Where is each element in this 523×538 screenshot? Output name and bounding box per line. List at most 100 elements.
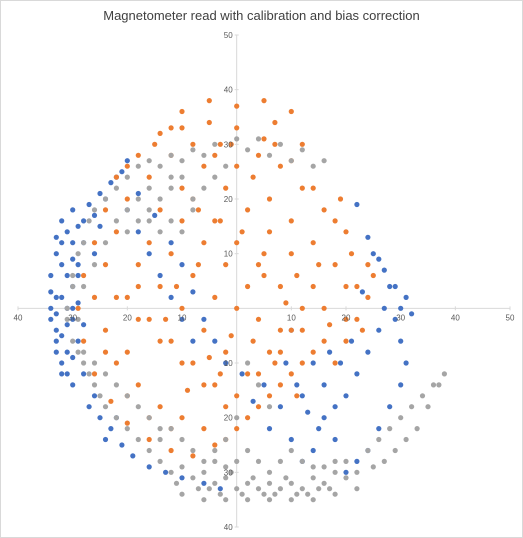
data-point	[124, 207, 130, 213]
data-point	[75, 305, 81, 311]
data-point	[53, 311, 59, 317]
data-point	[381, 305, 387, 311]
data-point	[343, 229, 349, 235]
data-point	[255, 371, 262, 377]
data-point	[152, 141, 158, 147]
x-tick-label: 20	[123, 313, 132, 322]
data-point	[310, 185, 316, 191]
data-point	[201, 458, 207, 464]
data-point	[266, 480, 273, 486]
data-point	[217, 141, 223, 147]
data-point	[261, 272, 267, 279]
data-point	[157, 436, 163, 443]
data-point	[343, 316, 349, 322]
data-point	[53, 251, 59, 257]
data-point	[288, 158, 294, 164]
data-point	[321, 305, 327, 311]
data-point	[168, 218, 174, 224]
data-point	[168, 251, 174, 257]
data-point	[124, 420, 130, 426]
data-point	[250, 338, 256, 344]
data-point	[86, 201, 92, 208]
data-point	[201, 426, 207, 432]
data-point	[135, 152, 141, 158]
data-point	[81, 371, 87, 377]
data-point	[124, 229, 130, 235]
data-point	[81, 322, 87, 328]
data-point	[228, 141, 234, 147]
data-point	[179, 360, 185, 366]
data-point	[266, 229, 273, 235]
data-point	[59, 218, 65, 224]
data-point	[70, 283, 76, 290]
data-point	[190, 147, 196, 153]
data-point	[168, 469, 174, 475]
data-point	[337, 360, 344, 366]
data-point	[245, 480, 251, 486]
data-point	[212, 141, 218, 147]
data-point	[201, 480, 207, 486]
data-point	[277, 349, 283, 355]
data-point	[419, 393, 426, 399]
data-point	[124, 163, 130, 169]
data-point	[146, 464, 152, 470]
data-point	[124, 294, 130, 300]
data-point	[370, 272, 376, 279]
data-point	[359, 289, 365, 295]
data-point	[146, 447, 152, 454]
data-point	[146, 251, 152, 257]
data-point	[91, 207, 98, 213]
data-point	[376, 256, 382, 262]
data-point	[184, 387, 191, 393]
data-point	[124, 196, 130, 202]
data-point	[354, 486, 360, 492]
data-point	[201, 163, 207, 169]
data-point	[102, 436, 109, 443]
data-point	[64, 316, 70, 322]
data-point	[310, 360, 316, 366]
y-tick-label: 20	[224, 195, 233, 204]
data-point	[266, 349, 273, 355]
data-point	[299, 327, 305, 333]
data-point	[266, 393, 273, 399]
data-point	[223, 436, 229, 443]
data-point	[64, 272, 70, 279]
data-point	[234, 136, 240, 142]
data-point	[288, 218, 294, 224]
data-point	[376, 436, 382, 443]
data-point	[124, 158, 130, 164]
data-point	[381, 458, 387, 464]
data-point	[179, 305, 185, 311]
data-point	[321, 464, 327, 470]
data-point	[288, 327, 294, 333]
data-point	[234, 125, 240, 131]
data-point	[64, 305, 70, 311]
data-point	[119, 169, 125, 175]
data-point	[86, 371, 92, 377]
data-point	[48, 272, 54, 279]
data-point	[195, 207, 201, 213]
data-point	[70, 207, 76, 213]
data-point	[168, 152, 174, 158]
data-point	[223, 497, 229, 503]
data-point	[179, 316, 185, 322]
data-point	[179, 475, 185, 481]
data-point	[343, 469, 349, 475]
data-point	[283, 360, 289, 366]
data-point	[157, 458, 163, 464]
data-point	[212, 294, 218, 300]
data-point	[212, 174, 218, 180]
data-point	[201, 382, 207, 388]
data-point	[59, 294, 65, 300]
data-point	[102, 404, 109, 410]
data-point	[381, 267, 387, 273]
data-point	[266, 426, 273, 432]
data-point	[255, 262, 262, 268]
data-point	[173, 283, 180, 290]
data-point	[173, 480, 180, 486]
data-point	[190, 475, 196, 481]
data-point	[245, 207, 251, 213]
data-point	[316, 486, 322, 492]
data-point	[135, 283, 141, 290]
data-point	[146, 436, 152, 443]
